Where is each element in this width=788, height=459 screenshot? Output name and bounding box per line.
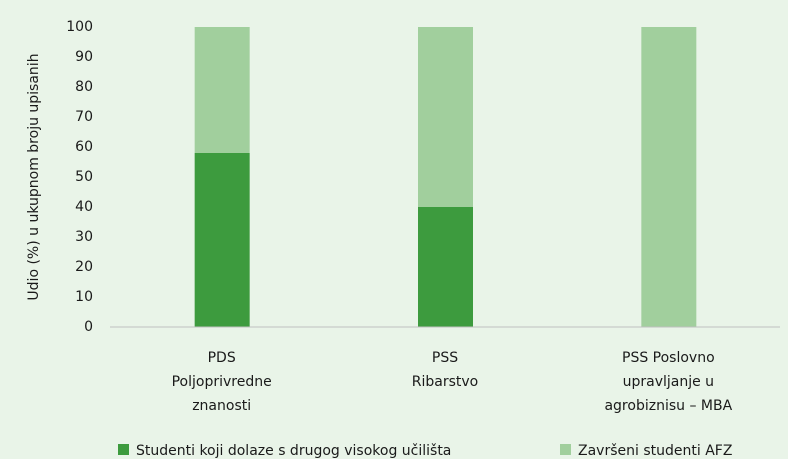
x-tick-label: agrobiznisu – MBA [604, 398, 732, 414]
y-tick-label: 70 [75, 109, 93, 125]
bar-segment [194, 27, 250, 153]
y-tick-label: 10 [75, 289, 93, 305]
legend-swatch [560, 444, 571, 455]
x-tick-label: PSS Poslovno [622, 350, 715, 366]
x-tick-label: PDS [208, 350, 236, 366]
y-tick-label: 60 [75, 139, 93, 155]
bar-segment [418, 207, 473, 327]
y-tick-label: 90 [75, 49, 93, 65]
bar-segment [641, 27, 697, 327]
y-tick-label: 100 [66, 19, 93, 35]
x-tick-label: PSS [432, 350, 458, 366]
bar-segment [418, 27, 473, 207]
y-tick-label: 0 [84, 319, 93, 335]
y-tick-label: 50 [75, 169, 93, 185]
y-axis-label: Udio (%) u ukupnom broju upisanih [26, 53, 42, 300]
y-tick-label: 30 [75, 229, 93, 245]
legend-swatch [118, 444, 129, 455]
y-tick-label: 20 [75, 259, 93, 275]
x-tick-label: upravljanje u [623, 374, 714, 390]
y-tick-label: 40 [75, 199, 93, 215]
legend-label: Studenti koji dolaze s drugog visokog uč… [136, 443, 451, 459]
y-tick-label: 80 [75, 79, 93, 95]
bar-segment [194, 153, 250, 327]
x-tick-label: Poljoprivredne [172, 374, 272, 390]
x-tick-label: znanosti [192, 398, 251, 414]
legend-label: Završeni studenti AFZ [578, 443, 732, 459]
x-tick-label: Ribarstvo [412, 374, 478, 390]
